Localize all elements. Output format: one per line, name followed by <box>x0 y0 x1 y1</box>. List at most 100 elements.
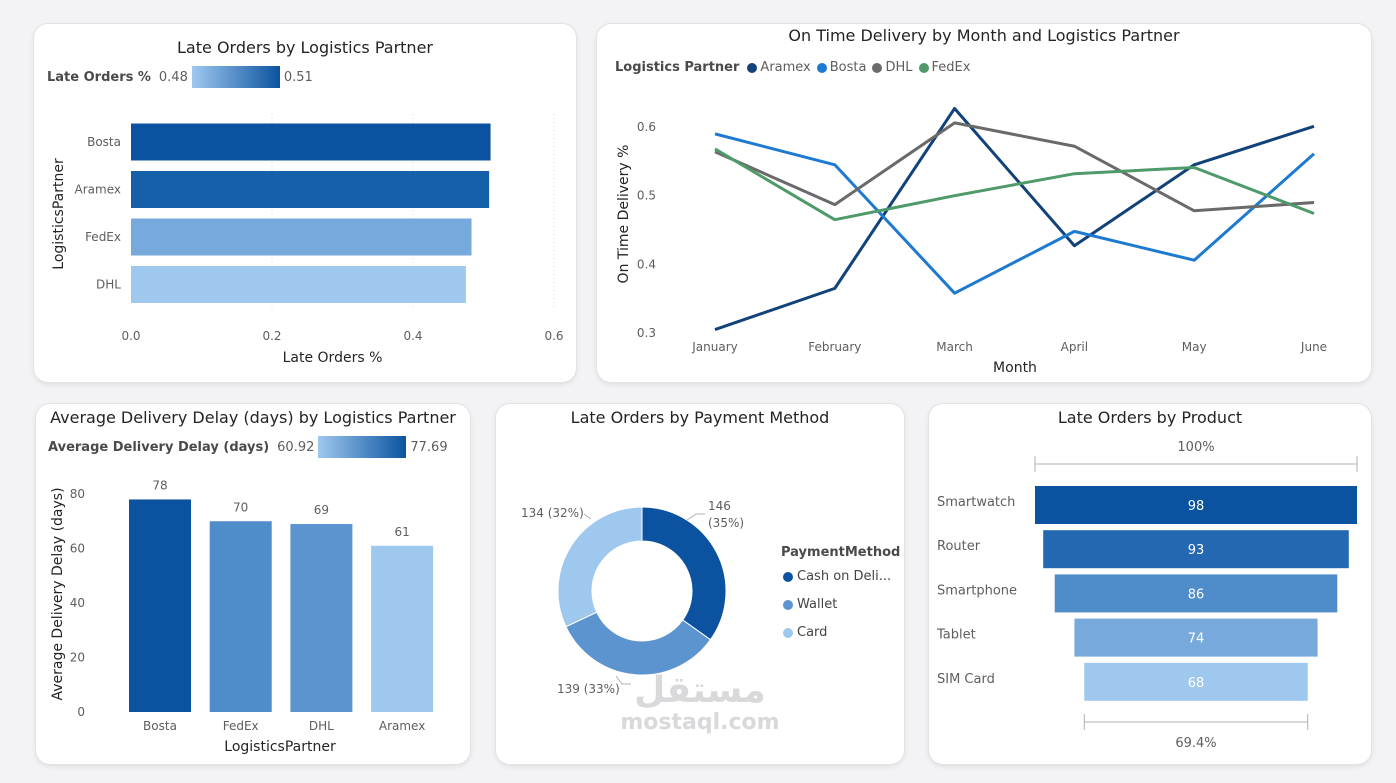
leader-line <box>615 675 631 685</box>
payment-method-card: Late Orders by Payment Method 146 (35%) 13… <box>496 404 904 764</box>
legend-item-wallet: Wallet <box>783 597 837 612</box>
late-orders-product-chart: 100% 98 Smartwatch 93 Router 86 Smartphone 74 Ta… <box>936 440 1358 751</box>
legend-dot-wallet <box>783 599 793 610</box>
legend-label-wallet: Wallet <box>797 597 838 612</box>
legend-title: PaymentMethod <box>781 545 900 560</box>
chart-title: Late Orders by Payment Method <box>570 408 830 427</box>
bar-aramex <box>371 545 434 712</box>
data-label: 70 <box>233 500 248 514</box>
x-tick-label: 0.0 <box>121 329 140 343</box>
legend-item-bosta: Bosta <box>829 60 867 75</box>
x-tick-label: FedEx <box>223 719 259 733</box>
legend-dot-card <box>783 627 793 638</box>
chart-title: Late Orders by Logistics Partner <box>177 38 433 57</box>
legend-dot-aramex <box>747 62 758 73</box>
chart-title: On Time Delivery by Month and Logistics … <box>788 26 1180 45</box>
y-tick-label: 0 <box>77 705 85 719</box>
legend-dot-dhl <box>872 62 883 73</box>
data-label: 98 <box>1188 499 1205 514</box>
y-tick-label: FedEx <box>85 230 121 244</box>
legend-min: 0.48 <box>158 69 188 85</box>
y-tick-label: 0.6 <box>637 120 656 134</box>
slice-1 <box>565 611 712 676</box>
top-percent-label: 100% <box>1177 440 1214 455</box>
color-scale-legend: Late Orders % 0.48 0.51 <box>47 66 313 88</box>
legend-title-text: PaymentMethod <box>781 545 901 560</box>
color-scale-legend: Average Delivery Delay (days) 60.92 77.6… <box>48 436 448 458</box>
funnel-bar-tablet <box>1074 618 1318 657</box>
series-line-fedex <box>714 147 1315 222</box>
x-tick-label: April <box>1061 340 1088 354</box>
legend-label-card: Card <box>797 625 828 640</box>
x-axis-title: Month <box>993 360 1037 376</box>
legend-item-aramex: Aramex <box>760 60 811 75</box>
legend-label: Average Delivery Delay (days) <box>48 439 270 455</box>
data-label: 139 (33%) <box>557 682 620 696</box>
x-tick-label: June <box>1300 340 1327 354</box>
series-legend: Logistics Partner Aramex Bosta DHL FedEx <box>615 60 970 75</box>
x-tick-label: January <box>691 340 738 354</box>
y-tick-label: 0.3 <box>637 326 656 340</box>
y-tick-label: Bosta <box>87 135 121 149</box>
series-line-aramex <box>714 106 1315 331</box>
category-label: Smartphone <box>937 583 1017 598</box>
legend-item-cash: Cash on Deli... <box>783 569 891 584</box>
bar-fedex <box>209 521 272 712</box>
y-tick-label: 0.4 <box>637 257 656 271</box>
y-tick-label: 0.5 <box>637 189 656 203</box>
bottom-percent-label: 69.4% <box>1175 736 1216 751</box>
legend-label: Late Orders % <box>47 69 151 85</box>
avg-delay-chart: 0 20 40 60 80 78 Bosta 70 FedEx 69 DHL 61 Aramex Logi… <box>50 478 434 755</box>
leader-line <box>686 513 705 521</box>
legend-dot-cash <box>783 571 793 582</box>
y-tick-label: 20 <box>70 651 85 665</box>
category-label: Smartwatch <box>937 495 1015 510</box>
category-label: SIM Card <box>937 672 995 687</box>
x-tick-label: 0.6 <box>544 329 563 343</box>
legend-item-card: Card <box>783 625 827 640</box>
data-label: 68 <box>1188 676 1205 691</box>
gradient-swatch <box>191 66 280 88</box>
y-axis-title: Average Delivery Delay (days) <box>50 487 66 700</box>
x-axis-title: Late Orders % <box>283 350 383 366</box>
watermark-latin: mostaql.com <box>620 710 780 735</box>
data-label: 69 <box>314 503 329 517</box>
data-label: (35%) <box>708 516 744 530</box>
series-line-bosta <box>714 132 1315 295</box>
y-tick-label: DHL <box>96 278 121 292</box>
bar-dhl <box>131 266 466 303</box>
watermark-arabic: مستقل <box>634 670 766 711</box>
bar-bosta <box>131 123 491 161</box>
x-tick-label: May <box>1182 340 1207 354</box>
payment-method-chart: 146 (35%) 134 (32%) 139 (33%) <box>521 499 744 696</box>
legend-item-fedex: FedEx <box>931 60 971 75</box>
y-axis-title: LogisticsPartner <box>51 158 67 270</box>
legend-label-cash: Cash on Deli... <box>797 569 892 584</box>
legend-min: 60.92 <box>277 439 315 455</box>
bar-fedex <box>131 218 472 256</box>
watermark-logo: مستقل mostaql.com <box>610 672 790 736</box>
chart-title: Late Orders by Product <box>1057 408 1243 427</box>
y-axis-title: On Time Delivery % <box>616 145 632 284</box>
bar-aramex <box>131 171 490 208</box>
slice-0 <box>641 506 727 641</box>
x-tick-label: 0.2 <box>262 329 281 343</box>
legend-max: 77.69 <box>410 439 448 455</box>
data-label: 86 <box>1188 587 1205 602</box>
y-tick-label: 40 <box>70 596 85 610</box>
data-label: 61 <box>394 525 409 539</box>
legend-max: 0.51 <box>283 69 313 85</box>
legend-dot-bosta <box>816 62 827 73</box>
legend-item-dhl: DHL <box>885 60 913 75</box>
x-tick-label: March <box>936 340 973 354</box>
x-tick-label: February <box>808 340 861 354</box>
data-label: 93 <box>1188 543 1205 558</box>
data-label: 78 <box>152 478 167 492</box>
category-label: Router <box>937 539 981 554</box>
data-label: 134 (32%) <box>521 506 584 520</box>
late-orders-product-card: Late Orders by Product 100% 98 Smartwatch 9… <box>929 404 1371 764</box>
x-tick-label: DHL <box>309 719 334 733</box>
gradient-swatch <box>318 436 407 458</box>
leader-line <box>583 513 592 520</box>
series-line-dhl <box>714 121 1315 213</box>
